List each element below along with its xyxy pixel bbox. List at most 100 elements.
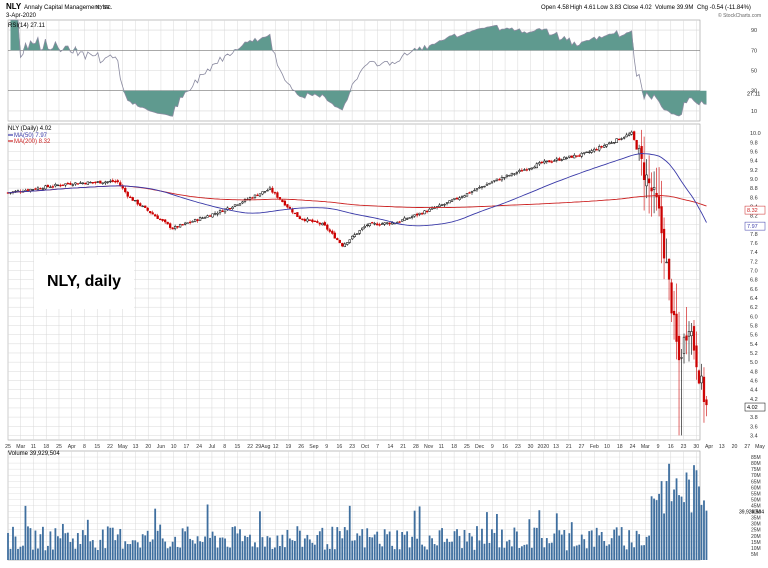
volume-header-label: Volume 39.9M [655, 5, 693, 11]
volume-bar [17, 548, 19, 560]
candle-body [116, 180, 119, 183]
price-tick-label: 7.6 [750, 241, 758, 247]
rsi-tick-label: 10 [751, 109, 757, 115]
volume-bar [74, 548, 77, 560]
candle-body [675, 313, 678, 342]
candle-body [26, 189, 30, 191]
ma200-legend: MA(200) 8.32 [8, 139, 51, 145]
volume-bar [124, 541, 127, 560]
volume-bar [565, 550, 568, 560]
candle-body [286, 204, 289, 208]
candle-body [540, 161, 543, 164]
price-tick-label: 5.6 [750, 333, 758, 339]
volume-bar [408, 547, 411, 560]
price-marker-box [744, 221, 766, 231]
candle-body [473, 189, 476, 192]
volume-bar [159, 524, 162, 560]
volume-bar [496, 513, 498, 560]
volume-bar [166, 548, 169, 560]
volume-bar [680, 496, 683, 560]
volume-bar [174, 536, 177, 560]
volume-bar [71, 538, 74, 560]
candle-body [206, 215, 209, 218]
x-tick-label: 26 [298, 444, 304, 450]
candle-body [637, 148, 641, 155]
annotation-text: NLY, daily [46, 273, 122, 290]
candle-body [510, 172, 514, 176]
price-tick-label: 8.8 [750, 186, 758, 192]
candle-body [208, 215, 212, 217]
volume-bar [461, 548, 463, 560]
candle-body [39, 188, 42, 190]
volume-bar [650, 496, 653, 560]
candle-body [351, 235, 354, 240]
candle-body [129, 196, 132, 199]
candle-body [605, 144, 608, 147]
candle-body [336, 238, 339, 241]
candle-body [283, 200, 287, 206]
volume-tick-label: 80M [751, 461, 761, 467]
volume-bar [628, 530, 631, 560]
price-tick-label: 9.2 [750, 168, 758, 174]
volume-bar [471, 536, 473, 560]
candle-body [620, 138, 623, 140]
volume-bar [663, 513, 665, 560]
high-label: High 4.61 [570, 5, 596, 11]
x-tick-label: 17 [184, 444, 190, 450]
candle-body [81, 182, 84, 184]
price-marker-label: 4.02 [747, 405, 758, 411]
candle-body [331, 230, 334, 234]
volume-bar [608, 544, 611, 560]
candle-body [588, 151, 591, 153]
candle-body [383, 222, 386, 225]
x-tick-label: Apr [705, 444, 713, 450]
x-tick-label: 27 [579, 444, 585, 450]
candle-body [523, 169, 526, 171]
candle-body [371, 222, 374, 224]
volume-bar [176, 546, 179, 560]
volume-bar [224, 538, 226, 560]
candle-body [181, 224, 184, 226]
volume-bar [214, 535, 216, 560]
volume-bar [463, 529, 466, 560]
volume-bar [543, 547, 546, 560]
x-tick-label: Sep [309, 444, 318, 450]
price-tick-label: 5.0 [750, 360, 758, 366]
volume-bar [443, 542, 446, 560]
candle-body [361, 227, 364, 230]
volume-bar [81, 530, 84, 560]
candle-body [555, 158, 558, 161]
volume-bar [239, 529, 241, 560]
candle-body [423, 210, 426, 215]
candle-body [76, 183, 79, 185]
volume-bar [308, 539, 311, 560]
volume-bar [56, 536, 59, 560]
x-tick-label: 16 [336, 444, 342, 450]
volume-bar [149, 541, 152, 560]
candle-body [640, 146, 643, 159]
volume-bar [171, 541, 174, 560]
price-marker-label: 8.32 [747, 208, 758, 214]
volume-bar [705, 510, 708, 560]
candle-body [311, 219, 314, 222]
volume-bar [336, 527, 339, 560]
candle-body [583, 152, 586, 154]
volume-bar [481, 528, 483, 560]
candle-body [236, 204, 239, 206]
candle-body [56, 184, 60, 187]
candle-body [109, 180, 112, 183]
volume-bar [221, 537, 224, 560]
volume-bar [141, 534, 144, 560]
candle-body [231, 206, 234, 210]
candle-body [256, 194, 259, 197]
price-marker-box [744, 402, 766, 412]
volume-bar [660, 481, 663, 560]
volume-bar [279, 546, 281, 560]
x-tick-label: 25 [56, 444, 62, 450]
watermark: © StockCharts.com [718, 12, 761, 19]
candle-body [498, 179, 501, 181]
volume-bar [675, 478, 678, 560]
candle-body [677, 335, 681, 361]
volume-bar [678, 495, 680, 560]
candle-body [338, 239, 341, 244]
